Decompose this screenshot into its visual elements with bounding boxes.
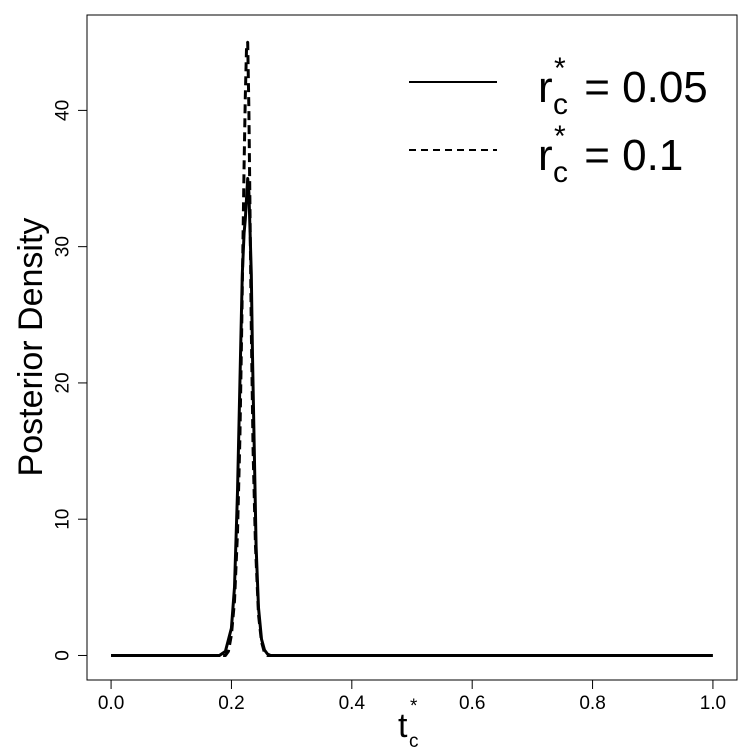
x-axis-title-subscript: c — [409, 731, 419, 750]
y-axis-title: Posterior Density — [12, 218, 50, 477]
legend: r * c = 0.05 r * c = 0.1 — [409, 52, 708, 189]
legend-label-dashed: r * c = 0.1 — [538, 120, 683, 189]
legend-label-dashed-base: r — [538, 131, 553, 180]
x-tick-label: 0.8 — [579, 693, 605, 714]
y-tick-label: 40 — [53, 100, 74, 121]
series-line-dashed — [111, 40, 713, 657]
legend-label-dashed-subscript: c — [553, 156, 568, 189]
plot-frame — [86, 14, 738, 681]
legend-label-solid: r * c = 0.05 — [538, 52, 708, 121]
legend-label-dashed-superscript: * — [554, 120, 566, 153]
legend-label-dashed-rest: = 0.1 — [572, 131, 683, 180]
y-tick-label: 0 — [53, 650, 74, 661]
x-axis-title: t * c — [398, 696, 419, 750]
series-line-solid — [111, 177, 713, 657]
x-tick-label: 0.4 — [339, 693, 366, 714]
y-axis: 0 10 20 30 40 — [53, 100, 88, 661]
legend-label-solid-base: r — [538, 63, 553, 112]
x-tick-label: 0.6 — [459, 693, 485, 714]
x-axis-title-base: t — [398, 707, 408, 745]
legend-label-solid-subscript: c — [553, 88, 568, 121]
legend-label-solid-rest: = 0.05 — [572, 63, 708, 112]
y-tick-label: 20 — [53, 372, 74, 393]
legend-label-solid-superscript: * — [554, 52, 566, 85]
y-tick-label: 10 — [53, 509, 74, 530]
x-axis: 0.0 0.2 0.4 0.6 0.8 1.0 — [98, 679, 726, 714]
y-tick-label: 30 — [53, 236, 74, 257]
x-axis-title-superscript: * — [410, 696, 418, 717]
x-tick-label: 0.2 — [218, 693, 244, 714]
x-tick-label: 1.0 — [700, 693, 726, 714]
x-tick-label: 0.0 — [98, 693, 124, 714]
series-layer — [111, 40, 713, 657]
